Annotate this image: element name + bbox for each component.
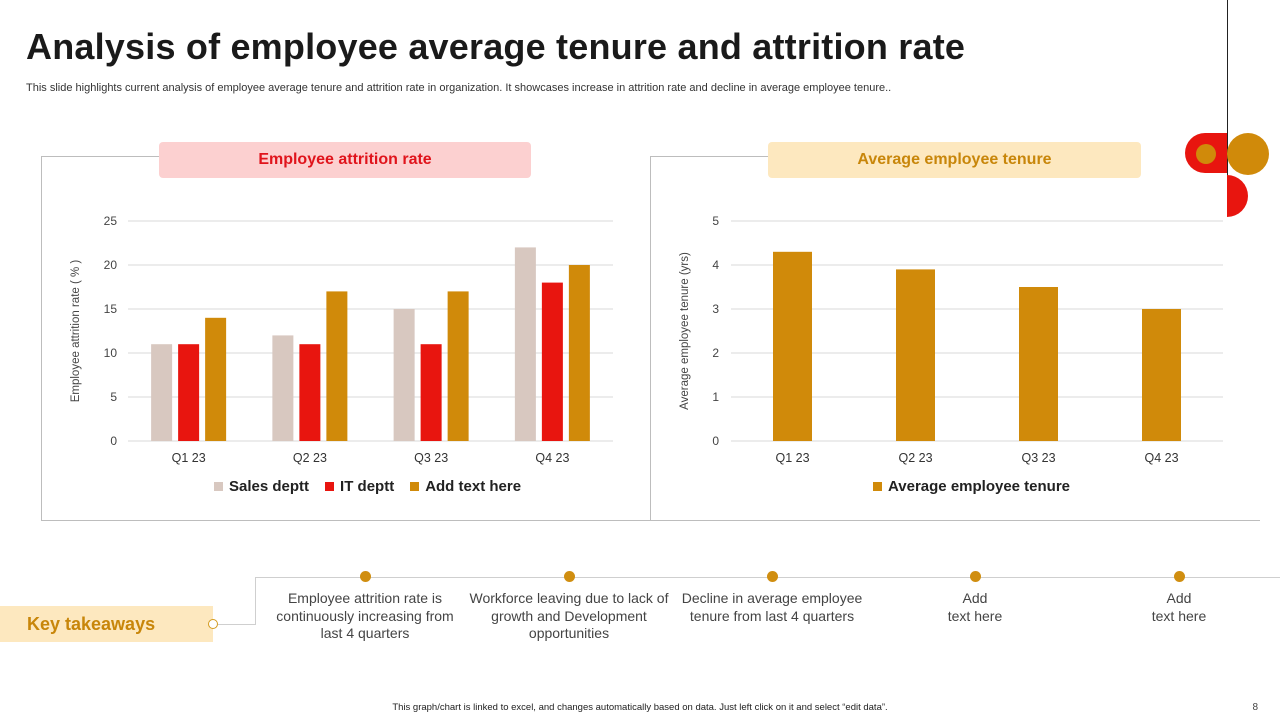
- takeaway-dot-icon: [359, 571, 371, 582]
- attrition-y-tick-label: 5: [110, 390, 117, 404]
- attrition-bar: [541, 282, 563, 441]
- attrition-y-tick-label: 10: [104, 346, 118, 360]
- tenure-panel-topline: [650, 156, 768, 157]
- attrition-y-tick-label: 25: [104, 214, 118, 228]
- takeaway-dot-icon: [766, 571, 778, 582]
- attrition-bar: [447, 291, 469, 441]
- tenure-y-tick-label: 4: [712, 258, 719, 272]
- takeaway-item-2: Workforce leaving due to lack of growth …: [469, 571, 669, 643]
- tenure-bar: [1019, 287, 1058, 441]
- attrition-x-tick-label: Q4 23: [535, 451, 569, 465]
- takeaway-dot-icon: [563, 571, 575, 582]
- tenure-y-tick-label: 3: [712, 302, 719, 316]
- legend-swatch-tenure: [873, 482, 882, 491]
- legend-item-sales[interactable]: Sales deptt: [214, 478, 309, 495]
- legend-swatch-it: [325, 482, 335, 491]
- attrition-x-tick-label: Q2 23: [293, 451, 327, 465]
- legend-item-tenure[interactable]: Average employee tenure: [873, 478, 1070, 495]
- attrition-x-tick-label: Q3 23: [414, 451, 448, 465]
- key-takeaways-label: Key takeaways: [0, 606, 213, 642]
- attrition-bar: [420, 344, 442, 441]
- takeaway-dot-icon: [969, 571, 981, 582]
- attrition-y-tick-label: 15: [104, 302, 118, 316]
- tenure-y-tick-label: 2: [712, 346, 719, 360]
- legend-item-add-text[interactable]: Add text here: [410, 478, 521, 495]
- takeaway-text-3: Decline in average employee tenure from …: [681, 590, 863, 624]
- footer-note: This graph/chart is linked to excel, and…: [392, 702, 888, 713]
- takeaways-connector-vertical: [255, 577, 256, 624]
- tenure-bar: [773, 251, 812, 441]
- attrition-y-tick-label: 20: [104, 258, 118, 272]
- attrition-bar: [272, 335, 294, 441]
- attrition-x-tick-label: Q1 23: [172, 451, 206, 465]
- key-takeaways-circle-icon: [208, 619, 218, 629]
- legend-label-it: IT deptt: [340, 478, 395, 495]
- tenure-x-tick-label: Q1 23: [775, 451, 809, 465]
- attrition-chart-panel: [41, 156, 651, 521]
- takeaway-text-1: Employee attrition rate is continuously …: [276, 590, 454, 641]
- tenure-chart-title: Average employee tenure: [768, 142, 1141, 178]
- takeaway-text-5: Add text here: [1151, 590, 1207, 624]
- legend-label-add-text: Add text here: [425, 478, 522, 495]
- legend-item-it[interactable]: IT deptt: [325, 478, 394, 495]
- attrition-bar: [393, 309, 415, 441]
- attrition-y-tick-label: 0: [110, 434, 117, 448]
- takeaway-item-3: Decline in average employee tenure from …: [672, 571, 872, 625]
- legend-label-tenure: Average employee tenure: [888, 478, 1071, 495]
- takeaway-dot-icon: [1173, 571, 1185, 582]
- attrition-bar: [178, 344, 200, 441]
- takeaway-item-5: Add text here: [1079, 571, 1279, 625]
- tenure-x-tick-label: Q4 23: [1144, 451, 1178, 465]
- legend-swatch-add-text: [410, 482, 420, 491]
- tenure-y-axis-label: Average employee tenure (yrs): [679, 252, 691, 410]
- tenure-bar: [896, 269, 935, 441]
- attrition-panel-topline: [41, 156, 159, 157]
- attrition-bar: [205, 317, 227, 441]
- decorative-vertical-line: [1227, 0, 1228, 215]
- attrition-bar: [151, 344, 173, 441]
- takeaways-connector-horizontal: [218, 624, 256, 625]
- attrition-bar: [514, 247, 536, 441]
- attrition-legend: Sales deptt IT deptt Add text here: [214, 478, 521, 495]
- attrition-chart-title: Employee attrition rate: [159, 142, 531, 178]
- attrition-y-axis-label: Employee attrition rate ( % ): [70, 260, 82, 403]
- attrition-bar: [299, 344, 321, 441]
- tenure-y-tick-label: 1: [712, 390, 719, 404]
- takeaway-item-1: Employee attrition rate is continuously …: [265, 571, 465, 643]
- tenure-chart-panel: [650, 156, 1260, 521]
- tenure-x-tick-label: Q3 23: [1021, 451, 1055, 465]
- page-number: 8: [1252, 702, 1258, 713]
- takeaway-item-4: Add text here: [875, 571, 1075, 625]
- tenure-y-tick-label: 0: [712, 434, 719, 448]
- page-title: Analysis of employee average tenure and …: [26, 26, 966, 67]
- tenure-bar: [1142, 309, 1181, 441]
- takeaway-text-4: Add text here: [947, 590, 1003, 624]
- legend-swatch-sales: [214, 482, 223, 491]
- tenure-x-tick-label: Q2 23: [898, 451, 932, 465]
- page-subtitle: This slide highlights current analysis o…: [26, 82, 892, 94]
- legend-label-sales: Sales deptt: [229, 478, 310, 495]
- attrition-bar: [568, 265, 590, 441]
- tenure-y-tick-label: 5: [712, 214, 719, 228]
- attrition-bar: [326, 291, 348, 441]
- tenure-legend: Average employee tenure: [873, 478, 1070, 495]
- takeaway-text-2: Workforce leaving due to lack of growth …: [469, 590, 669, 641]
